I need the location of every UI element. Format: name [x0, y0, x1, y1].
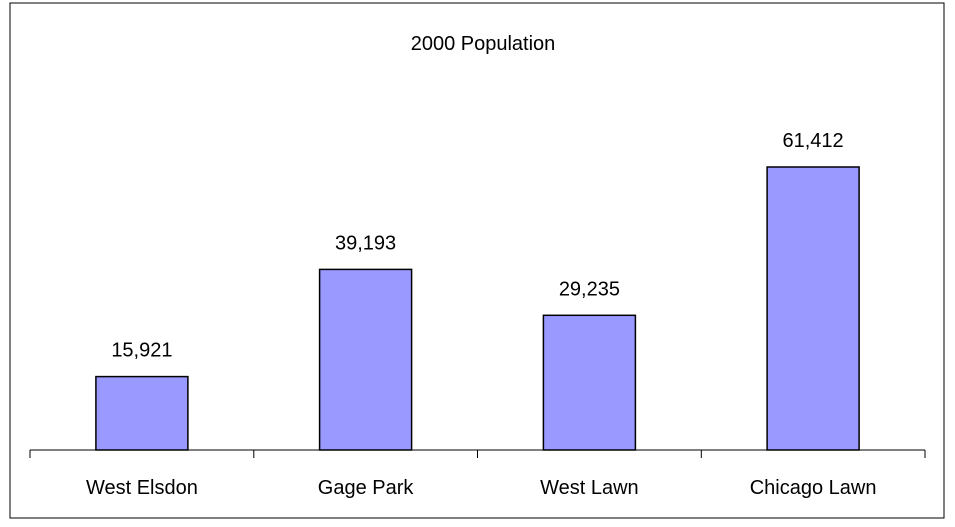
- category-labels-group: West Elsdon Gage Park West Lawn Chicago Law…: [86, 477, 877, 499]
- bar-gage-park: [318, 268, 413, 451]
- chart-title: 2000 Population: [411, 33, 556, 55]
- category-label-gage-park: Gage Park: [318, 477, 415, 499]
- x-axis-ticks: [29, 450, 926, 458]
- data-label-gage-park: 39,193: [335, 232, 396, 254]
- bar-west-lawn: [542, 314, 637, 451]
- category-label-chicago-lawn: Chicago Lawn: [750, 477, 877, 499]
- data-labels-group: 15,921 39,193 29,235 61,412: [111, 130, 843, 362]
- data-label-west-elsdon: 15,921: [111, 340, 172, 362]
- category-label-west-lawn: West Lawn: [540, 477, 639, 499]
- bar-west-elsdon: [95, 375, 189, 451]
- bar-chicago-lawn: [766, 166, 860, 451]
- bars-group: [95, 166, 860, 451]
- category-label-west-elsdon: West Elsdon: [86, 477, 198, 499]
- data-label-chicago-lawn: 61,412: [783, 130, 844, 152]
- data-label-west-lawn: 29,235: [559, 278, 620, 300]
